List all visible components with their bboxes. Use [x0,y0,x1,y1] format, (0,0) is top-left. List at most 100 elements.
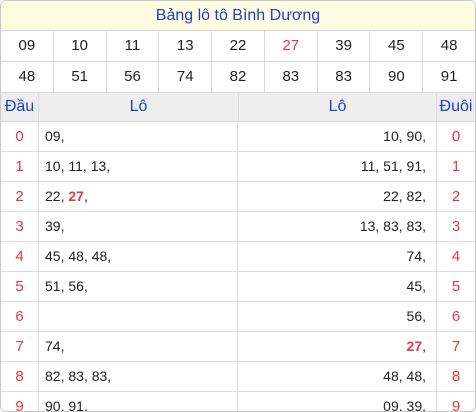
lo-number: 83 [406,218,423,234]
lo-number: 39 [406,398,423,412]
header-duoi: Đuôi [436,93,475,121]
duoi-cell: 5 [436,272,475,301]
lo-number: 10 [45,158,61,174]
lo-number: 09 [383,398,399,412]
header-lo-left: Lô [38,93,238,121]
duoi-cell: 8 [436,362,475,391]
table-body: 0 09, 10, 90, 0 1 10, 11, 13, 11, 51, 91, 1 2 22,… [1,122,475,412]
duoi-cell: 3 [436,212,475,241]
table-title: Bảng lô tô Bình Dương [1,1,475,31]
lo-number: 83 [383,218,399,234]
lo-right-cell: 22, 82, [237,182,436,211]
number-cell: 11 [105,31,159,61]
table-header: Đầu Lô Lô Đuôi [1,93,475,122]
lo-number: 13 [90,158,107,174]
header-lo-right: Lô [238,93,436,121]
duoi-cell: 6 [436,302,475,331]
lo-number: 83 [91,368,108,384]
number-cell: 90 [369,62,422,92]
lo-left-cell: 51, 56, [38,272,237,301]
table-row: 5 51, 56, 45, 5 [1,272,475,302]
number-cell: 45 [369,31,422,61]
lo-right-cell: 45, [237,272,436,301]
duoi-cell: 9 [436,392,475,411]
lo-number: 45 [406,278,423,294]
lo-left-cell: 10, 11, 13, [38,152,237,181]
duoi-cell: 4 [436,242,475,271]
table-row: 6 56, 6 [1,302,475,332]
duoi-cell: 7 [436,332,475,361]
lo-number: 39 [45,218,61,234]
number-cell: 09 [18,37,36,54]
dau-cell: 7 [15,338,24,355]
lo-number: 90 [406,128,423,144]
table-row: 7 74, 27, 7 [1,332,475,362]
lo-number: 27 [68,188,84,204]
table-row: 0 09, 10, 90, 0 [1,122,475,152]
dau-cell: 6 [15,308,24,325]
number-cell: 56 [105,62,159,92]
table-row: 1 10, 11, 13, 11, 51, 91, 1 [1,152,475,182]
result-numbers: 09 10 11 13 22 27 39 45 48 48 51 56 74 82 83 83 90 91 [1,31,475,93]
lo-number: 10 [383,128,399,144]
lo-number: 09 [45,128,61,144]
numbers-row-1: 09 10 11 13 22 27 39 45 48 [1,31,475,62]
lo-right-cell: 10, 90, [237,122,436,151]
table-row: 8 82, 83, 83, 48, 48, 8 [1,362,475,392]
table-row: 4 45, 48, 48, 74, 4 [1,242,475,272]
dau-cell: 3 [15,218,24,235]
lo-number: 48 [406,368,423,384]
lo-left-cell: 82, 83, 83, [38,362,237,391]
duoi-cell: 1 [436,152,475,181]
lo-number: 45 [45,248,61,264]
lo-number: 11 [68,158,83,174]
number-cell: 82 [211,62,264,92]
lo-right-cell: 48, 48, [237,362,436,391]
lo-number: 91 [68,398,84,412]
lo-right-cell: 56, [237,302,436,331]
number-cell: 83 [263,62,317,92]
number-cell: 91 [422,62,475,92]
dau-cell: 8 [15,368,24,385]
table-row: 3 39, 13, 83, 83, 3 [1,212,475,242]
lo-number: 56 [68,278,84,294]
lo-left-cell: 45, 48, 48, [38,242,237,271]
dau-cell: 5 [15,278,24,295]
number-cell: 10 [52,31,106,61]
number-cell: 48 [18,68,36,85]
lo-number: 13 [359,218,376,234]
lo-number: 82 [45,368,61,384]
lo-right-cell: 11, 51, 91, [237,152,436,181]
lo-number: 48 [68,248,84,264]
lo-number: 83 [68,368,84,384]
dau-cell: 2 [15,188,24,205]
lo-number: 74 [406,248,423,264]
lo-right-cell: 74, [237,242,436,271]
lo-number: 90 [45,398,61,412]
lo-left-cell: 39, [38,212,237,241]
table-row: 2 22, 27, 22, 82, 2 [1,182,475,212]
lo-left-cell: 74, [38,332,237,361]
lo-right-cell: 13, 83, 83, [237,212,436,241]
dau-cell: 4 [15,248,24,265]
lo-number: 48 [383,368,399,384]
dau-cell: 0 [15,128,24,145]
lo-number: 48 [91,248,108,264]
lo-number: 22 [383,188,399,204]
lo-number: 27 [406,338,423,354]
lo-number: 51 [45,278,61,294]
number-cell: 22 [211,31,264,61]
number-cell: 48 [422,31,475,61]
number-cell: 51 [52,62,106,92]
lo-number: 56 [406,308,423,324]
header-dau: Đầu [4,98,35,115]
number-cell: 83 [316,62,370,92]
lo-number: 11 [360,158,376,174]
lo-left-cell [38,302,237,331]
lo-right-cell: 27, [237,332,436,361]
table-row: 9 90, 91, 09, 39, 9 [1,392,475,412]
lo-number: 22 [45,188,61,204]
lo-right-cell: 09, 39, [237,392,436,412]
dau-cell: 1 [15,158,24,175]
